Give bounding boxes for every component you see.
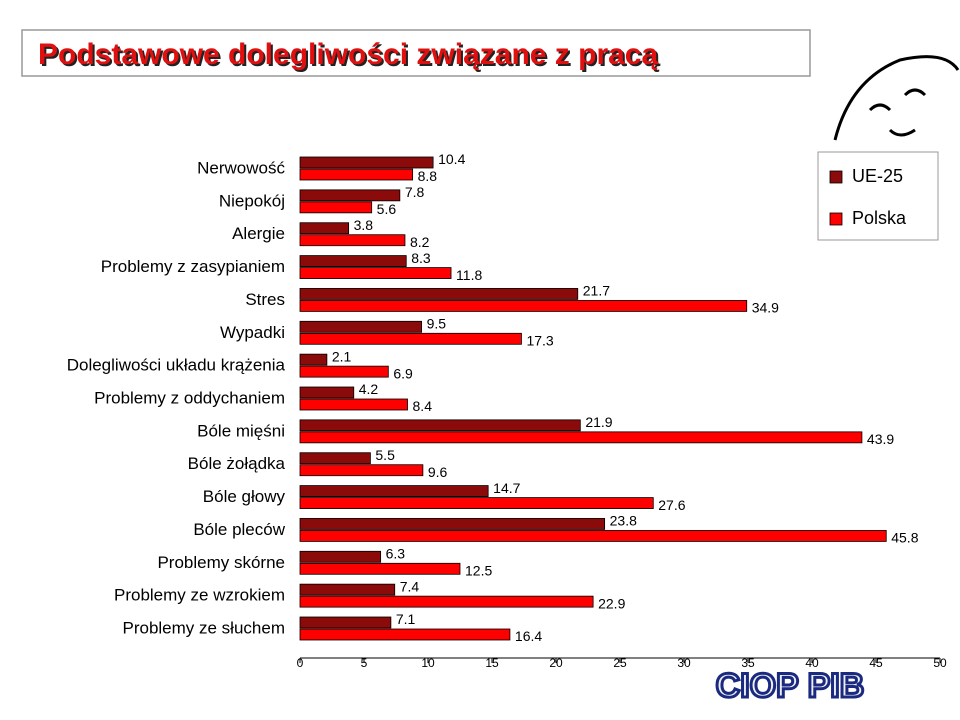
x-tick-label: 5 <box>361 656 368 670</box>
bar <box>299 431 863 444</box>
y-tick-label: Problemy z zasypianiem <box>101 257 285 276</box>
legend-swatch <box>829 212 843 226</box>
title-box <box>21 29 811 77</box>
y-tick-label: Bóle żołądka <box>188 454 286 473</box>
data-label: 14.7 <box>493 480 520 496</box>
y-tick-label: Stres <box>245 290 285 309</box>
bar <box>299 616 392 629</box>
data-label: 21.9 <box>585 414 612 430</box>
data-label: 12.5 <box>465 562 492 578</box>
data-label: 3.8 <box>354 217 374 233</box>
y-tick-label: Problemy ze wzrokiem <box>114 586 285 605</box>
legend-swatch <box>829 170 843 184</box>
y-tick-label: Wypadki <box>220 323 285 342</box>
bar <box>299 353 328 366</box>
x-tick-label: 10 <box>421 656 435 670</box>
bar <box>299 288 579 300</box>
x-tick-label: 40 <box>805 656 819 670</box>
y-tick-label: Problemy z oddychaniem <box>94 388 285 407</box>
cartoon <box>833 55 960 141</box>
title-shadow: Podstawowe dolegliwości związane z pracą <box>40 40 660 73</box>
data-label: 5.5 <box>375 447 395 463</box>
bar <box>299 365 389 378</box>
bar <box>299 386 355 399</box>
x-tick-label: 30 <box>677 656 691 670</box>
data-label: 21.7 <box>583 283 610 299</box>
data-label: 9.5 <box>427 315 447 331</box>
data-label: 17.3 <box>526 332 553 348</box>
bar <box>299 156 434 169</box>
bar <box>299 201 373 214</box>
bar <box>299 398 408 411</box>
y-tick-label: Bóle głowy <box>203 487 286 506</box>
data-label: 45.8 <box>891 530 918 546</box>
x-tick-label: 35 <box>741 656 755 670</box>
y-tick-label: Problemy ze słuchem <box>122 618 285 637</box>
data-label: 8.8 <box>418 168 438 184</box>
bar <box>299 550 382 563</box>
bar <box>299 583 396 596</box>
bar <box>299 464 424 477</box>
bar <box>299 518 606 530</box>
legend-label: Polska <box>852 208 907 228</box>
data-label: 34.9 <box>752 300 779 316</box>
data-label: 7.1 <box>396 611 416 627</box>
bar <box>299 189 401 202</box>
x-tick-label: 20 <box>549 656 563 670</box>
bar <box>299 595 594 608</box>
bar <box>299 320 422 333</box>
data-label: 7.4 <box>400 578 420 594</box>
bar <box>299 300 748 312</box>
x-tick-label: 45 <box>869 656 883 670</box>
bar <box>299 452 371 465</box>
data-label: 6.3 <box>386 545 406 561</box>
y-tick-label: Bóle mięśni <box>197 421 285 440</box>
data-label: 23.8 <box>610 513 637 529</box>
y-tick-label: Bóle pleców <box>193 520 285 539</box>
bar <box>299 485 489 497</box>
bar <box>299 419 581 432</box>
data-label: 8.2 <box>410 234 430 250</box>
data-label: 11.8 <box>456 267 482 283</box>
data-label: 9.6 <box>428 464 448 480</box>
y-tick-label: Dolegliwości układu krążenia <box>67 356 286 375</box>
y-tick-label: Niepokój <box>219 191 285 210</box>
data-label: 22.9 <box>598 595 625 611</box>
y-tick-label: Alergie <box>232 224 285 243</box>
bar <box>299 267 452 279</box>
y-tick-label: Problemy skórne <box>157 553 285 572</box>
bar <box>299 562 461 575</box>
legend-label: UE-25 <box>852 166 903 186</box>
data-label: 2.1 <box>332 348 352 364</box>
bar <box>299 222 350 235</box>
chart-title: Podstawowe dolegliwości związane z pracą <box>38 38 658 71</box>
logo: CIOP PIB <box>716 667 865 705</box>
x-tick-label: 25 <box>613 656 627 670</box>
bar <box>299 497 654 509</box>
data-label: 5.6 <box>377 201 397 217</box>
data-label: 27.6 <box>658 497 685 513</box>
y-tick-label: Nerwowość <box>197 158 285 177</box>
data-label: 7.8 <box>405 184 425 200</box>
x-tick-label: 15 <box>485 656 499 670</box>
x-tick-label: 50 <box>933 656 947 670</box>
data-label: 43.9 <box>867 431 894 447</box>
bar <box>299 255 407 267</box>
bar <box>299 168 414 181</box>
data-label: 4.2 <box>359 381 379 397</box>
data-label: 8.4 <box>413 398 433 414</box>
bar <box>299 628 511 641</box>
bar <box>299 530 887 542</box>
data-label: 16.4 <box>515 628 542 644</box>
data-label: 6.9 <box>393 365 413 381</box>
x-tick-label: 0 <box>297 656 304 670</box>
bar <box>299 332 522 345</box>
data-label: 10.4 <box>438 151 465 167</box>
data-label: 8.3 <box>411 250 431 266</box>
bar <box>299 234 406 247</box>
